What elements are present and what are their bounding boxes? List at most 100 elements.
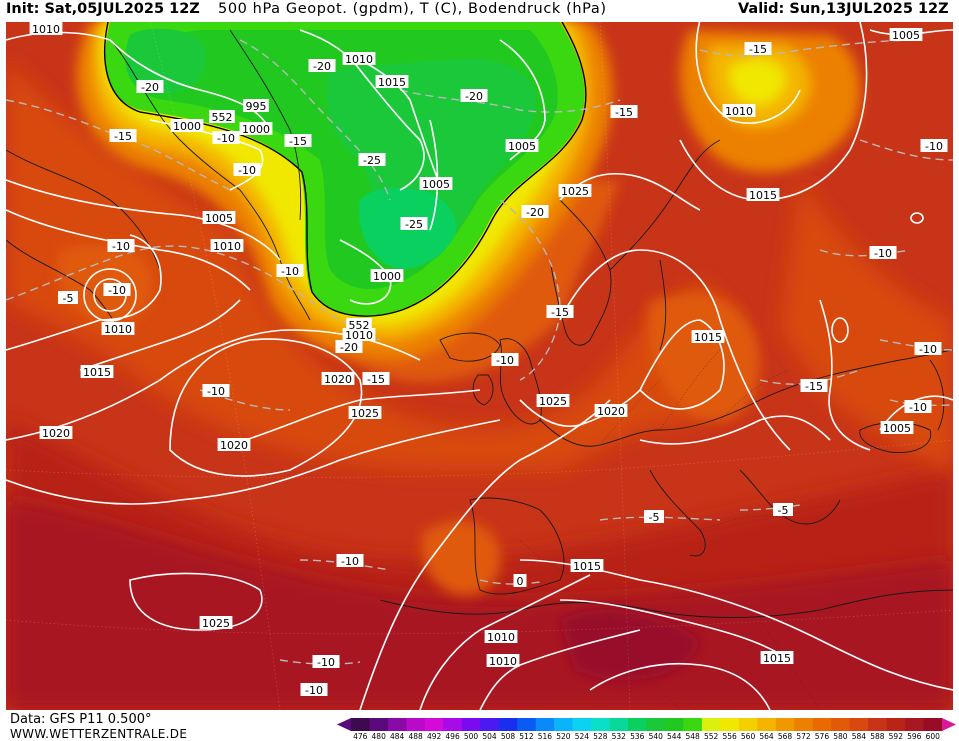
isotherm-label: -20: [308, 59, 336, 73]
geopotential-552-contour: [104, 22, 587, 317]
isobar-label-text: 1015: [749, 189, 777, 202]
isotherm-label: -15: [610, 105, 638, 119]
isotherm-label-text: -15: [114, 130, 132, 143]
scale-swatch: [923, 718, 943, 731]
isobar-label-box: [570, 559, 604, 572]
isobar-label-box: [199, 616, 233, 629]
isotherm-label-box: [308, 59, 336, 72]
isobar-label-text: 1010: [489, 655, 517, 668]
isotherm-label: -15: [109, 129, 137, 143]
isotherm-label: -15: [744, 42, 772, 56]
isotherm-label-box: [773, 503, 793, 516]
isobar-label: 1015: [746, 188, 780, 202]
isotherm-label-text: -10: [317, 656, 335, 669]
isotherm-label-text: -10: [207, 385, 225, 398]
isotherm-label-text: -10: [112, 240, 130, 253]
isotherm-label: -20: [335, 340, 363, 354]
isotherm-label-box: [914, 342, 942, 355]
isobar-label-box: [346, 318, 372, 331]
isotherm-label-text: -10: [281, 265, 299, 278]
isobar-label-box: [375, 75, 409, 88]
scale-tick-label: 540: [649, 732, 664, 741]
isotherm-label: -10: [233, 163, 261, 177]
scale-tick-label: 556: [722, 732, 737, 741]
isotherm-label: -15: [800, 379, 828, 393]
isotherm-label-text: -15: [289, 135, 307, 148]
scale-left-arrow: [337, 718, 351, 731]
isobar-label-box: [342, 328, 376, 341]
isotherm-label-text: -10: [305, 684, 323, 697]
scale-tick-label: 560: [741, 732, 756, 741]
isobar-label-text: 1010: [725, 105, 753, 118]
scale-tick-label: 520: [556, 732, 571, 741]
isobar-label: 552: [346, 318, 372, 332]
isotherm-label: -10: [103, 283, 131, 297]
isotherm-label-text: -5: [778, 504, 789, 517]
isotherm-label-box: [904, 400, 932, 413]
weather-map: 1010 1005 1010 1015 995 1000 1000 1005 1005 1010 1…: [6, 22, 953, 710]
isotherm-label-box: [107, 239, 135, 252]
graticule: [6, 22, 953, 710]
isotherm-label: -10: [904, 400, 932, 414]
isotherm-label: 0: [513, 574, 527, 588]
isotherm-label-box: [869, 246, 897, 259]
isobar-label-text: 1015: [378, 76, 406, 89]
isobar-label: 1010: [210, 239, 244, 253]
isobar-labels: 1010 1005 1010 1015 995 1000 1000 1005 1005 1010 1…: [29, 22, 923, 668]
isotherm-label: -5: [58, 291, 78, 305]
header-bar: Init: Sat,05JUL2025 12Z 500 hPa Geopot. …: [0, 0, 959, 22]
isotherm-label: -10: [914, 342, 942, 356]
scale-swatch: [683, 718, 703, 731]
scale-tick-label: 524: [575, 732, 590, 741]
footer-bar: Data: GFS P11 0.500° WWW.WETTERZENTRALE.…: [0, 710, 959, 741]
country-borders: [519, 349, 821, 710]
isobar-label: 1010: [722, 104, 756, 118]
isobar-label: 1020: [321, 372, 355, 386]
scale-tick-label: 568: [778, 732, 793, 741]
isotherm-label-box: [336, 554, 364, 567]
isobar-label-box: [484, 630, 518, 643]
isobar-label: 1020: [217, 438, 251, 452]
isobar-label-text: 1010: [213, 240, 241, 253]
scale-swatch: [849, 718, 869, 731]
isobar-label: 1025: [536, 394, 570, 408]
scale-tick-label: 504: [482, 732, 497, 741]
isotherm-label-text: -15: [805, 380, 823, 393]
scale-tick-label: 480: [372, 732, 387, 741]
isobar-label: 1000: [170, 119, 204, 133]
isotherm-label-text: -10: [496, 354, 514, 367]
isotherm-label-box: [335, 340, 363, 353]
scale-swatch: [517, 718, 537, 731]
isotherm-label: -10: [491, 353, 519, 367]
isobar-label-box: [101, 322, 135, 335]
isobar-label-box: [880, 421, 914, 434]
isotherm-label-box: [362, 372, 390, 385]
scale-tick-label: 584: [852, 732, 867, 741]
scale-swatch: [554, 718, 574, 731]
isotherm-label-text: -10: [909, 401, 927, 414]
scale-swatch: [369, 718, 389, 731]
isotherm-label-text: -20: [340, 341, 358, 354]
scale-tick-label: 536: [630, 732, 645, 741]
isobar-label-box: [746, 188, 780, 201]
isotherm-label-text: -20: [526, 206, 544, 219]
isotherm-label-text: -25: [405, 218, 423, 231]
isotherm-label-box: [744, 42, 772, 55]
scale-tick-label: 488: [408, 732, 423, 741]
map-title: 500 hPa Geopot. (gpdm), T (C), Bodendruc…: [218, 1, 607, 17]
isotherm-label-box: [300, 683, 328, 696]
isobar-label-box: [536, 394, 570, 407]
scale-swatch: [757, 718, 777, 731]
isobar-label-box: [889, 28, 923, 41]
scale-tick-label: 528: [593, 732, 608, 741]
isobar-label: 1020: [39, 426, 73, 440]
isotherm-label: -20: [460, 89, 488, 103]
isobar-label-text: 1005: [205, 212, 233, 225]
scale-tick-label: 516: [538, 732, 553, 741]
scale-swatch: [720, 718, 740, 731]
isobar-label: 1000: [239, 122, 273, 136]
isotherm-label: -10: [276, 264, 304, 278]
isotherm-label: -15: [284, 134, 312, 148]
isobar-label: 1010: [342, 52, 376, 66]
scale-swatch: [794, 718, 814, 731]
